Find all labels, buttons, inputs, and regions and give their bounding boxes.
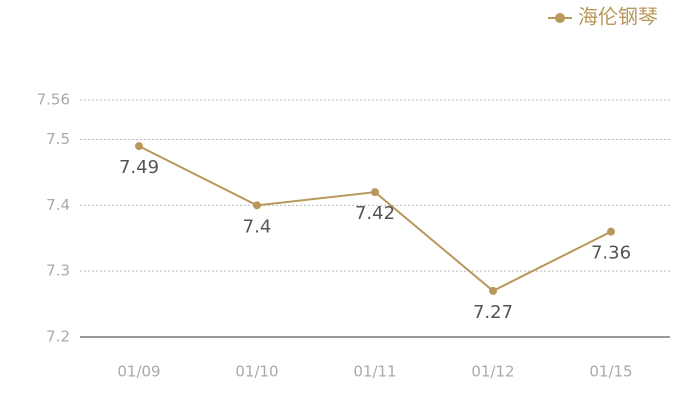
y-tick-label: 7.4 [46, 196, 70, 214]
point [607, 227, 615, 236]
point [253, 201, 261, 210]
point [371, 188, 379, 197]
point [135, 142, 143, 151]
value-label: 7.27 [473, 302, 513, 323]
x-tick-label: 01/10 [235, 363, 278, 381]
x-tick-label: 01/12 [471, 363, 514, 381]
x-tick-label: 01/09 [117, 363, 160, 381]
point [489, 286, 497, 295]
y-tick-label: 7.5 [46, 130, 70, 148]
y-tick-label: 7.2 [46, 328, 70, 346]
value-label: 7.42 [355, 203, 395, 224]
x-tick-label: 01/15 [589, 363, 632, 381]
legend-label: 海伦钢琴 [578, 5, 658, 29]
value-label: 7.36 [591, 243, 631, 264]
value-label: 7.49 [119, 157, 159, 178]
y-tick-label: 7.56 [37, 91, 70, 109]
y-tick-label: 7.3 [46, 262, 70, 280]
value-label: 7.4 [243, 216, 272, 237]
x-tick-label: 01/11 [353, 363, 396, 381]
legend-marker [555, 13, 565, 23]
